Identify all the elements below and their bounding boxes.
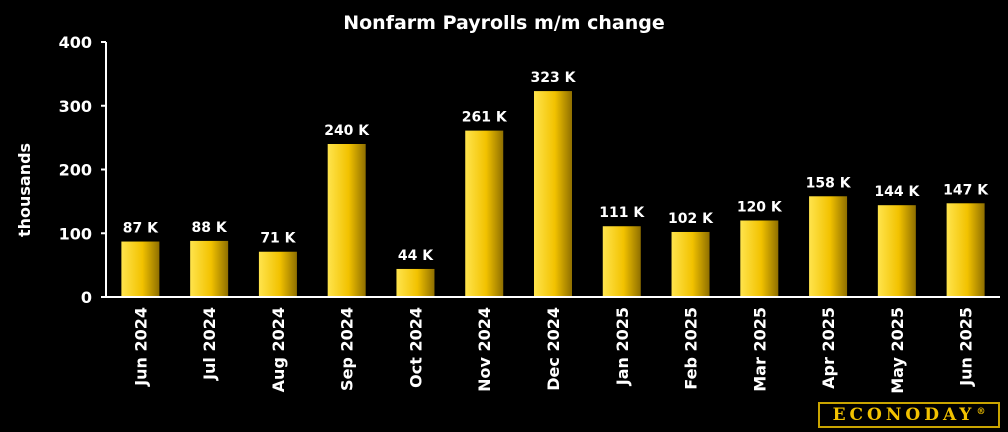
bar (809, 196, 848, 297)
bar (740, 220, 779, 297)
y-tick-label: 100 (59, 224, 92, 243)
bar (671, 231, 710, 297)
registered-mark: ® (976, 407, 986, 417)
bar (121, 241, 160, 297)
x-axis-labels: Jun 2024 Jul 2024 Aug 2024 Sep 2024 Oct 2024… (131, 307, 975, 394)
bar (465, 130, 504, 297)
y-tick-label: 400 (59, 33, 92, 52)
bar-data-label: 158 K (806, 175, 852, 191)
bar-data-label: 120 K (737, 200, 783, 216)
y-tick-label: 0 (81, 288, 92, 307)
x-category-label: Mar 2025 (750, 307, 769, 392)
bar-data-label: 88 K (192, 220, 228, 236)
bar (877, 205, 916, 297)
y-tick-label: 300 (59, 97, 92, 116)
x-category-label: Jun 2025 (957, 307, 976, 387)
bar (396, 268, 435, 297)
x-category-label: May 2025 (888, 307, 907, 394)
bar-data-label: 240 K (324, 123, 370, 139)
x-category-label: Jun 2024 (131, 307, 150, 387)
bar-data-label: 323 K (531, 70, 577, 86)
x-category-label: Sep 2024 (338, 307, 357, 391)
chart-title: Nonfarm Payrolls m/m change (343, 12, 665, 34)
bar-data-label: 261 K (462, 110, 508, 126)
x-category-label: Oct 2024 (406, 307, 425, 388)
y-axis-label: thousands (15, 143, 34, 237)
x-category-label: Jul 2024 (200, 307, 219, 381)
y-axis-ticks: 0 100 200 300 400 (59, 33, 106, 307)
x-category-label: Apr 2025 (819, 307, 838, 389)
y-tick-label: 200 (59, 161, 92, 180)
bar-data-label: 87 K (123, 221, 159, 237)
x-category-label: Feb 2025 (682, 307, 701, 390)
x-category-label: Aug 2024 (269, 307, 288, 392)
bar (327, 144, 366, 297)
bar-data-label: 111 K (599, 205, 645, 221)
bars-group (121, 91, 985, 298)
bar (602, 226, 641, 297)
x-category-label: Nov 2024 (475, 307, 494, 392)
x-category-label: Jan 2025 (613, 307, 632, 386)
bar (534, 91, 572, 298)
bar-data-label: 144 K (874, 184, 920, 200)
x-category-label: Dec 2024 (544, 307, 563, 391)
logo-text: ECONODAY (832, 405, 976, 425)
bar-data-label: 71 K (260, 231, 296, 247)
bar-data-label: 147 K (943, 182, 989, 198)
bar (190, 240, 229, 297)
bar (946, 203, 985, 297)
econoday-logo: ECONODAY ® (818, 402, 1000, 428)
bar (258, 251, 297, 297)
data-labels-group: 87 K 88 K 71 K 240 K 44 K 261 K 323 K 111 K 102 … (123, 70, 989, 264)
bar-data-label: 44 K (398, 248, 434, 264)
bar-data-label: 102 K (668, 211, 714, 227)
